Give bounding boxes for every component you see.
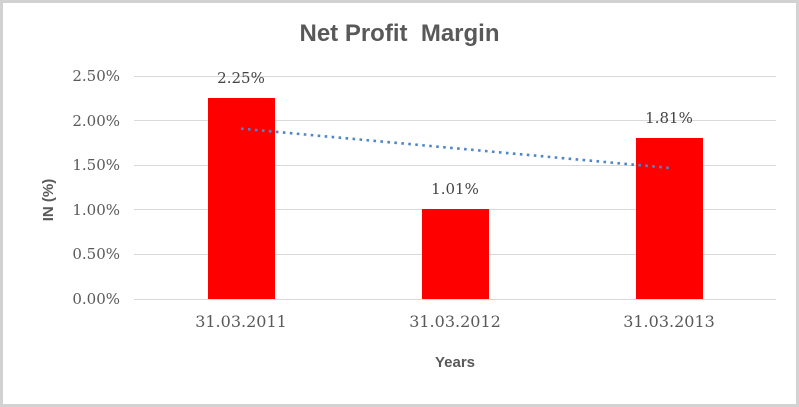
y-tick-label: 1.00% xyxy=(72,200,120,219)
y-tick-label: 0.00% xyxy=(72,290,120,308)
x-axis-title: Years xyxy=(434,354,476,371)
chart-title: Net Profit Margin xyxy=(299,20,500,47)
bar xyxy=(635,137,703,299)
y-tick-label: 2.50% xyxy=(72,67,120,85)
category-label: 31.03.2012 xyxy=(409,312,501,331)
gridline xyxy=(134,120,776,122)
y-tick-label: 0.50% xyxy=(72,245,120,264)
y-tick-label: 2.00% xyxy=(72,111,120,130)
gridline xyxy=(134,298,776,300)
bar xyxy=(421,208,489,299)
bar xyxy=(207,98,275,299)
category-label: 31.03.2013 xyxy=(623,312,715,331)
bar-data-label: 2.25% xyxy=(217,69,265,88)
bar-data-label: 1.81% xyxy=(645,108,693,127)
gridline xyxy=(134,75,776,77)
bar-data-label: 1.01% xyxy=(431,179,479,198)
category-label: 31.03.2011 xyxy=(195,312,287,331)
y-tick-label: 1.50% xyxy=(72,156,120,175)
